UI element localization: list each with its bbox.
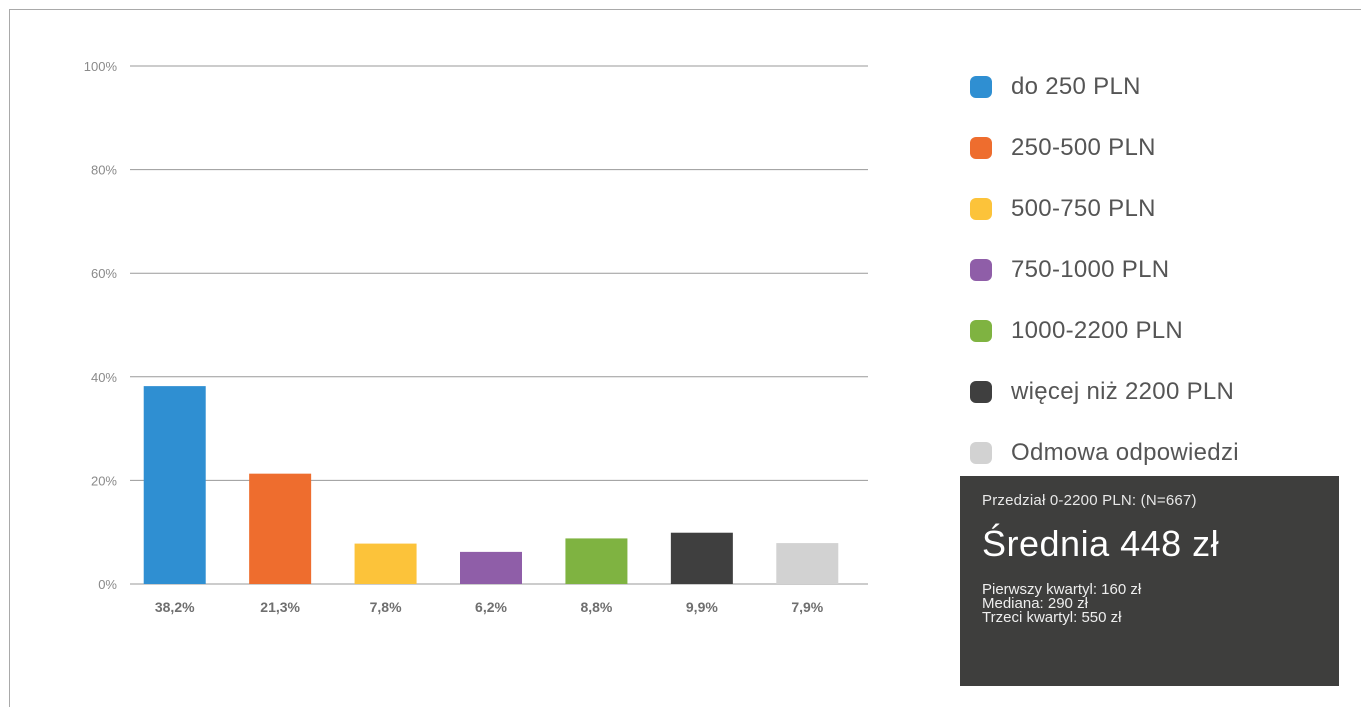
y-tick-labels: 0% 20% 40% 60% 80% 100%	[84, 59, 118, 592]
value-label: 38,2%	[155, 599, 195, 615]
value-labels: 38,2% 21,3% 7,8% 6,2% 8,8% 9,9% 7,9%	[155, 599, 824, 615]
legend-item: więcej niż 2200 PLN	[970, 361, 1330, 422]
legend-label: więcej niż 2200 PLN	[1011, 377, 1235, 405]
value-label: 7,8%	[370, 599, 402, 615]
legend-label: 1000-2200 PLN	[1011, 316, 1184, 344]
y-tick-label: 100%	[84, 59, 118, 74]
legend-item: 500-750 PLN	[970, 178, 1330, 239]
bar	[143, 386, 206, 584]
y-tick-label: 60%	[91, 266, 117, 281]
summary-q1: Pierwszy kwartyl: 160 zł	[982, 581, 1142, 598]
chart-frame	[9, 9, 1361, 707]
legend-swatch	[970, 319, 992, 342]
summary-mean: Średnia 448 zł	[982, 523, 1220, 564]
legend-label: 750-1000 PLN	[1011, 255, 1170, 283]
bar	[249, 473, 312, 584]
value-label: 7,9%	[791, 599, 823, 615]
value-label: 8,8%	[580, 599, 612, 615]
legend-item: 1000-2200 PLN	[970, 300, 1330, 361]
bars	[143, 386, 839, 584]
legend-swatch	[970, 136, 992, 159]
bar	[565, 538, 628, 584]
value-label: 9,9%	[686, 599, 718, 615]
legend-label: 250-500 PLN	[1011, 133, 1156, 161]
y-tick-label: 20%	[91, 473, 117, 488]
legend-label: do 250 PLN	[1011, 72, 1141, 100]
summary-median: Mediana: 290 zł	[982, 595, 1088, 612]
gridlines	[130, 65, 868, 585]
legend-item: do 250 PLN	[970, 56, 1330, 117]
summary-range: Przedział 0-2200 PLN: (N=667)	[982, 492, 1197, 509]
bar	[460, 551, 522, 584]
summary-box: Przedział 0-2200 PLN: (N=667) Średnia 44…	[960, 476, 1339, 686]
legend-swatch	[970, 441, 992, 464]
y-tick-label: 40%	[91, 370, 117, 385]
bar	[776, 543, 839, 584]
legend: do 250 PLN 250-500 PLN 500-750 PLN 750-1000…	[970, 56, 1330, 483]
legend-swatch	[970, 380, 992, 403]
legend-swatch	[970, 75, 992, 98]
legend-item: 250-500 PLN	[970, 117, 1330, 178]
bar-chart: 0% 20% 40% 60% 80% 100% 38,2% 21,3% 7,8% 6,2% 8,8…	[84, 59, 868, 615]
legend-label: 500-750 PLN	[1011, 194, 1156, 222]
y-tick-label: 80%	[91, 163, 117, 178]
summary-stats: Pierwszy kwartyl: 160 zł Mediana: 290 zł…	[982, 581, 1339, 626]
legend-swatch	[970, 197, 992, 220]
value-label: 6,2%	[475, 599, 507, 615]
bar	[670, 532, 733, 584]
y-tick-label: 0%	[98, 577, 117, 592]
legend-label: Odmowa odpowiedzi	[1011, 438, 1239, 466]
bar	[354, 543, 417, 584]
value-label: 21,3%	[260, 599, 300, 615]
legend-swatch	[970, 258, 992, 281]
legend-item: Odmowa odpowiedzi	[970, 422, 1330, 483]
summary-q3: Trzeci kwartyl: 550 zł	[982, 609, 1122, 626]
legend-item: 750-1000 PLN	[970, 239, 1330, 300]
